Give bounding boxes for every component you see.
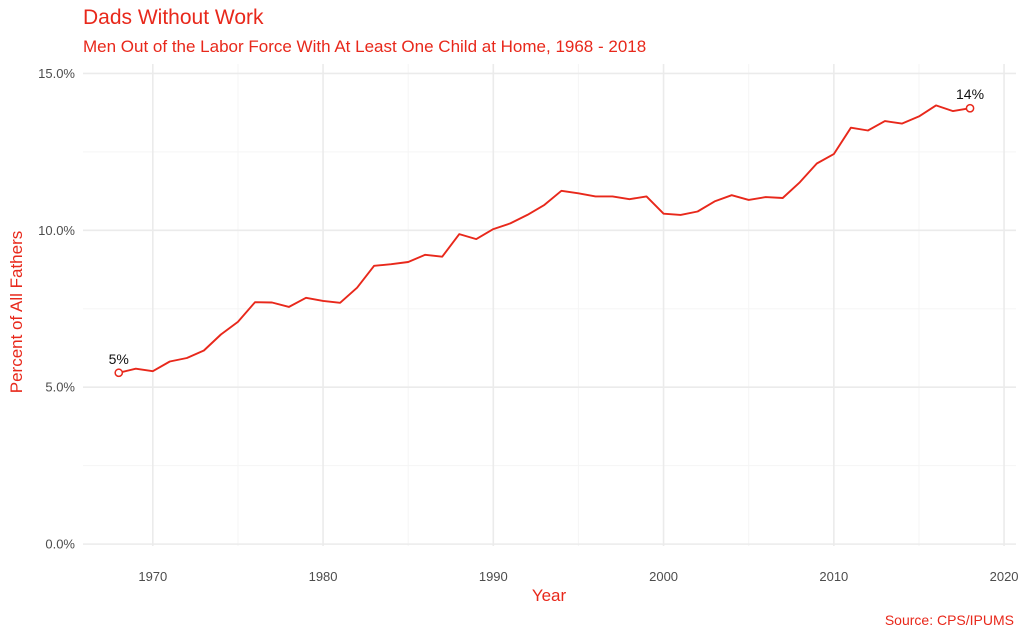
y-axis-title: Percent of All Fathers xyxy=(7,231,26,394)
annotations: 5% 14% xyxy=(109,86,984,378)
annotation-marker xyxy=(114,368,124,378)
x-tick-label: 1970 xyxy=(138,569,167,584)
source-caption: Source: CPS/IPUMS xyxy=(884,612,1014,628)
x-tick-label: 2020 xyxy=(990,569,1019,584)
y-tick-label: 0.0% xyxy=(45,537,75,552)
gridlines xyxy=(83,64,1016,546)
chart-subtitle: Men Out of the Labor Force With At Least… xyxy=(83,37,647,56)
annotation-marker xyxy=(965,103,975,113)
y-axis-ticks: 0.0% 5.0% 10.0% 15.0% xyxy=(38,66,75,552)
y-tick-label: 10.0% xyxy=(38,223,75,238)
x-axis-ticks: 1970 1980 1990 2000 2010 2020 xyxy=(138,569,1018,584)
x-tick-label: 2010 xyxy=(819,569,848,584)
x-tick-label: 2000 xyxy=(649,569,678,584)
x-tick-label: 1980 xyxy=(309,569,338,584)
chart-title: Dads Without Work xyxy=(83,6,264,29)
series-lines xyxy=(118,104,971,374)
annotation-label: 14% xyxy=(956,86,984,102)
series-line xyxy=(118,104,971,374)
y-tick-label: 15.0% xyxy=(38,66,75,81)
x-axis-title: Year xyxy=(532,586,567,605)
y-tick-label: 5.0% xyxy=(45,380,75,395)
x-tick-label: 1990 xyxy=(479,569,508,584)
annotation-label: 5% xyxy=(109,351,129,367)
